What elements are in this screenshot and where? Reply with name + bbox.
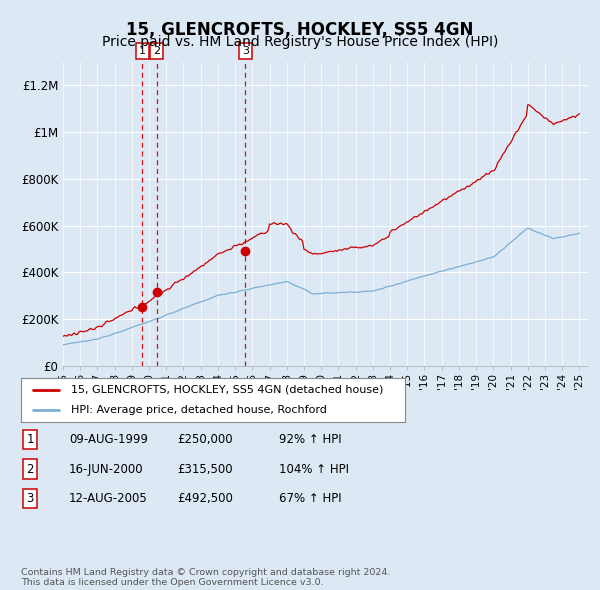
Text: 2: 2: [153, 47, 160, 56]
Text: 12-AUG-2005: 12-AUG-2005: [69, 492, 148, 505]
Text: 09-AUG-1999: 09-AUG-1999: [69, 433, 148, 446]
Text: Contains HM Land Registry data © Crown copyright and database right 2024.
This d: Contains HM Land Registry data © Crown c…: [21, 568, 391, 587]
Text: 15, GLENCROFTS, HOCKLEY, SS5 4GN (detached house): 15, GLENCROFTS, HOCKLEY, SS5 4GN (detach…: [71, 385, 383, 395]
Text: 1: 1: [26, 433, 34, 446]
Text: £492,500: £492,500: [177, 492, 233, 505]
Text: 2: 2: [26, 463, 34, 476]
Text: £315,500: £315,500: [177, 463, 233, 476]
Text: Price paid vs. HM Land Registry's House Price Index (HPI): Price paid vs. HM Land Registry's House …: [102, 35, 498, 50]
Text: 67% ↑ HPI: 67% ↑ HPI: [279, 492, 341, 505]
Text: 3: 3: [26, 492, 34, 505]
Text: 92% ↑ HPI: 92% ↑ HPI: [279, 433, 341, 446]
Text: 15, GLENCROFTS, HOCKLEY, SS5 4GN: 15, GLENCROFTS, HOCKLEY, SS5 4GN: [127, 21, 473, 39]
Text: 3: 3: [242, 47, 249, 56]
Text: 16-JUN-2000: 16-JUN-2000: [69, 463, 143, 476]
Text: 1: 1: [139, 47, 146, 56]
Text: 104% ↑ HPI: 104% ↑ HPI: [279, 463, 349, 476]
Text: £250,000: £250,000: [177, 433, 233, 446]
Text: HPI: Average price, detached house, Rochford: HPI: Average price, detached house, Roch…: [71, 405, 327, 415]
